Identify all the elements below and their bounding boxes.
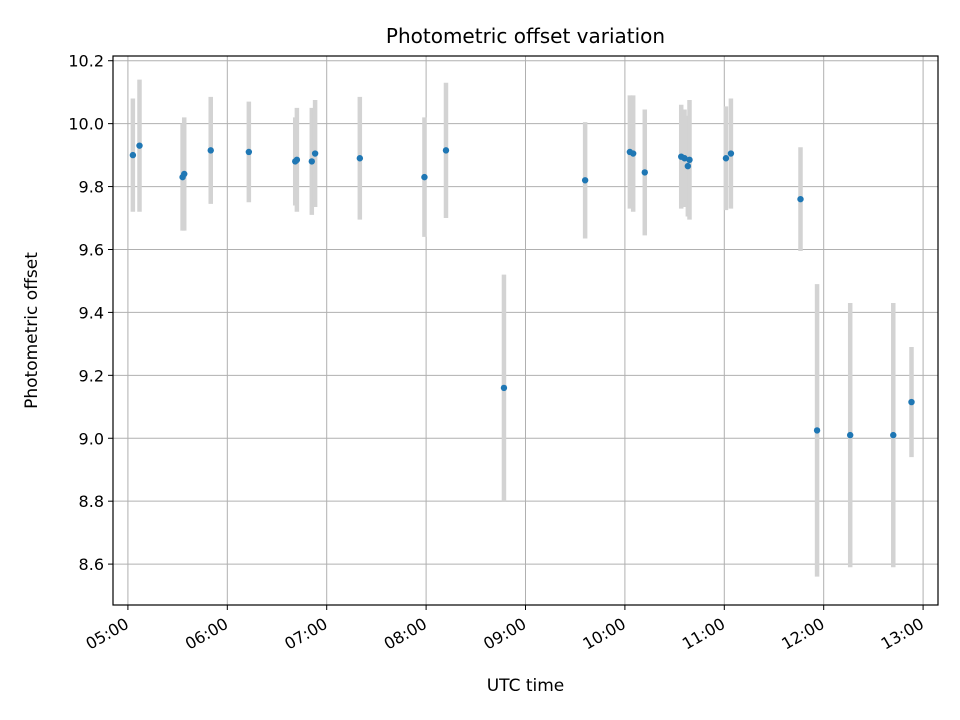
data-point — [797, 195, 804, 203]
data-point — [684, 162, 692, 170]
y-tick-label: 9.4 — [79, 303, 104, 322]
y-tick-label: 9.8 — [79, 178, 104, 197]
y-axis-ticks: 8.6 8.8 9.0 9.2 9.4 9.6 9.8 10.0 10.2 — [68, 52, 113, 574]
data-point — [245, 148, 253, 156]
grid-lines — [113, 56, 938, 605]
data-point — [421, 173, 428, 181]
data-point — [890, 431, 897, 439]
x-tick-label: 12:00 — [778, 614, 827, 654]
y-tick-label: 10.0 — [68, 115, 104, 134]
data-point — [727, 150, 735, 157]
data-points — [129, 142, 915, 439]
data-point — [207, 147, 214, 154]
y-tick-label: 10.2 — [68, 52, 104, 71]
data-point — [681, 155, 688, 162]
data-point — [813, 427, 821, 434]
data-point — [581, 177, 589, 184]
x-axis-ticks: 05:00 06:00 07:00 08:00 09:00 10:00 11:00 12:00… — [82, 605, 927, 654]
data-point — [686, 156, 693, 164]
data-point — [136, 142, 143, 149]
data-point — [311, 150, 319, 157]
y-tick-label: 8.8 — [79, 492, 104, 511]
x-tick-label: 10:00 — [579, 614, 628, 654]
data-point — [908, 398, 915, 406]
x-tick-label: 08:00 — [381, 614, 430, 654]
data-point — [500, 384, 508, 392]
data-point — [846, 431, 854, 439]
data-point — [629, 150, 637, 157]
chart-title: Photometric offset variation — [386, 24, 665, 48]
x-tick-label: 11:00 — [679, 614, 728, 654]
data-point — [442, 147, 450, 154]
x-tick-label: 07:00 — [281, 614, 330, 654]
x-tick-label: 05:00 — [82, 614, 131, 654]
y-tick-label: 9.0 — [79, 429, 104, 448]
y-tick-label: 9.6 — [79, 240, 104, 259]
y-tick-label: 8.6 — [79, 555, 104, 574]
data-point — [722, 155, 730, 162]
x-tick-label: 13:00 — [878, 614, 927, 654]
x-tick-label: 09:00 — [480, 614, 529, 654]
data-point — [293, 156, 301, 164]
x-axis-title: UTC time — [487, 676, 565, 696]
x-tick-label: 06:00 — [182, 614, 231, 654]
data-point — [641, 169, 648, 176]
data-point — [356, 155, 364, 162]
data-point — [129, 151, 137, 159]
y-tick-label: 9.2 — [79, 366, 104, 385]
data-point — [181, 170, 188, 178]
data-point — [308, 158, 315, 165]
y-axis-title: Photometric offset — [22, 252, 42, 409]
